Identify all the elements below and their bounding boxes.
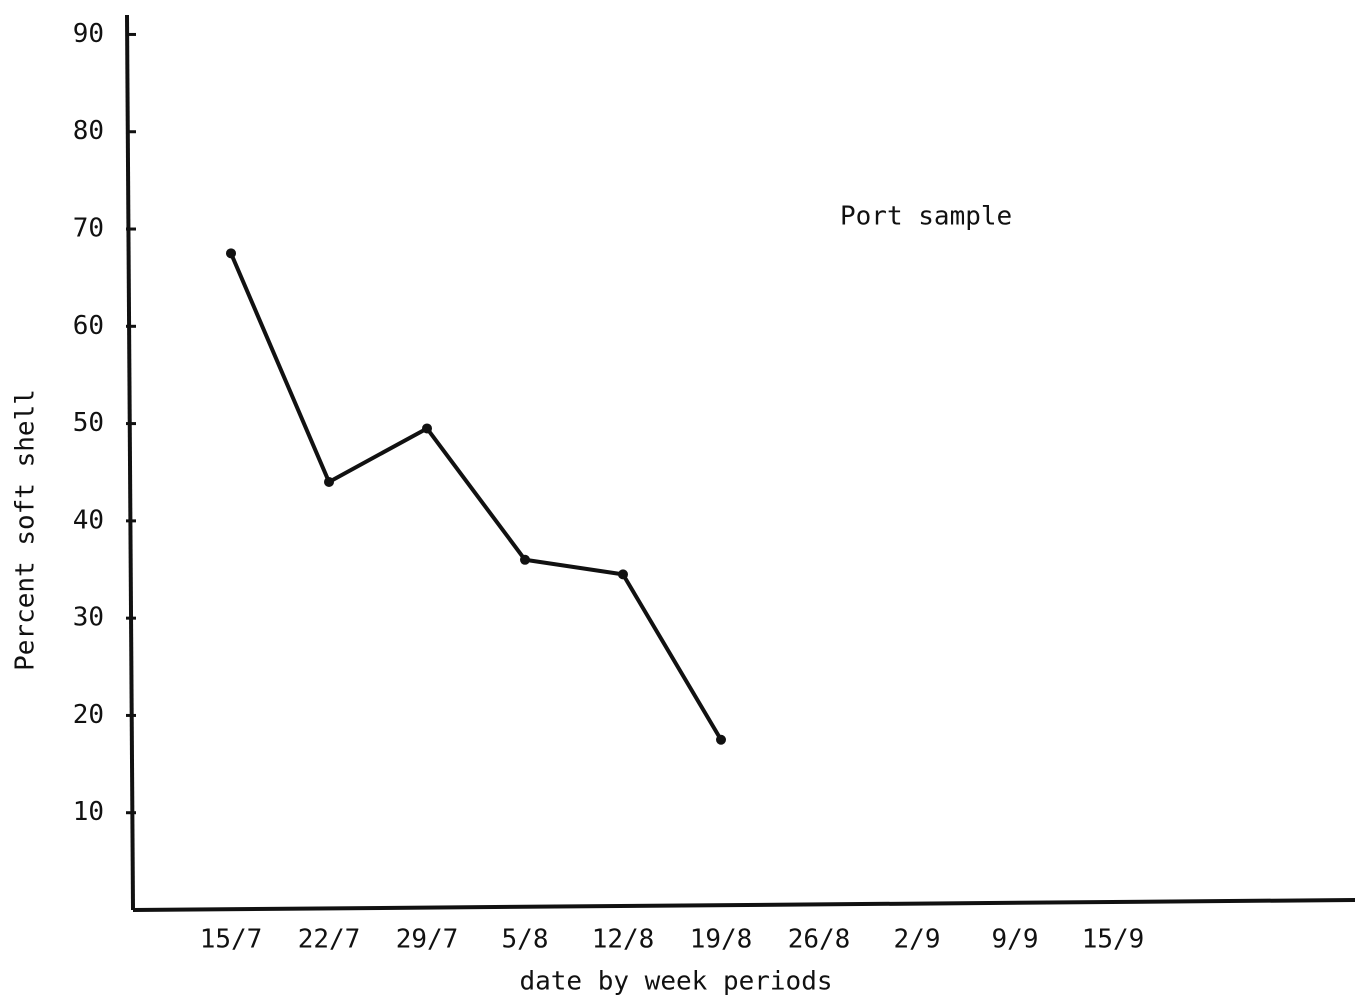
x-tick-label: 22/7 (298, 925, 361, 955)
y-tick-label: 30 (73, 603, 104, 633)
x-tick-label: 5/8 (502, 925, 549, 955)
y-tick-label: 10 (73, 797, 104, 827)
y-tick-label: 80 (73, 116, 104, 146)
y-tick-label: 20 (73, 700, 104, 730)
data-point (618, 569, 628, 580)
data-point (226, 248, 236, 259)
data-point (422, 423, 432, 434)
data-point (520, 554, 530, 565)
x-tick-label: 29/7 (396, 925, 459, 955)
y-tick-label: 50 (73, 408, 104, 438)
x-axis-label: date by week periods (519, 967, 832, 997)
x-tick-label: 15/7 (200, 925, 263, 955)
x-tick-label: 26/8 (788, 925, 851, 955)
x-axis (132, 898, 1356, 912)
x-tick-label: 2/9 (894, 925, 941, 955)
y-axis (125, 14, 135, 911)
y-axis-label: Percent soft shell (11, 389, 41, 671)
y-tick-label: 40 (73, 505, 104, 535)
annotation: Port sample (840, 202, 1012, 232)
y-tick-label: 90 (73, 19, 104, 49)
data-point (716, 734, 726, 745)
y-tick-label: 60 (73, 311, 104, 341)
x-tick-label: 9/9 (992, 925, 1039, 955)
data-line (229, 252, 723, 741)
x-tick-label: 15/9 (1082, 925, 1145, 955)
x-tick-label: 19/8 (690, 925, 753, 955)
data-point (324, 476, 334, 487)
x-tick-label: 12/8 (592, 925, 655, 955)
y-tick-label: 70 (73, 214, 104, 244)
